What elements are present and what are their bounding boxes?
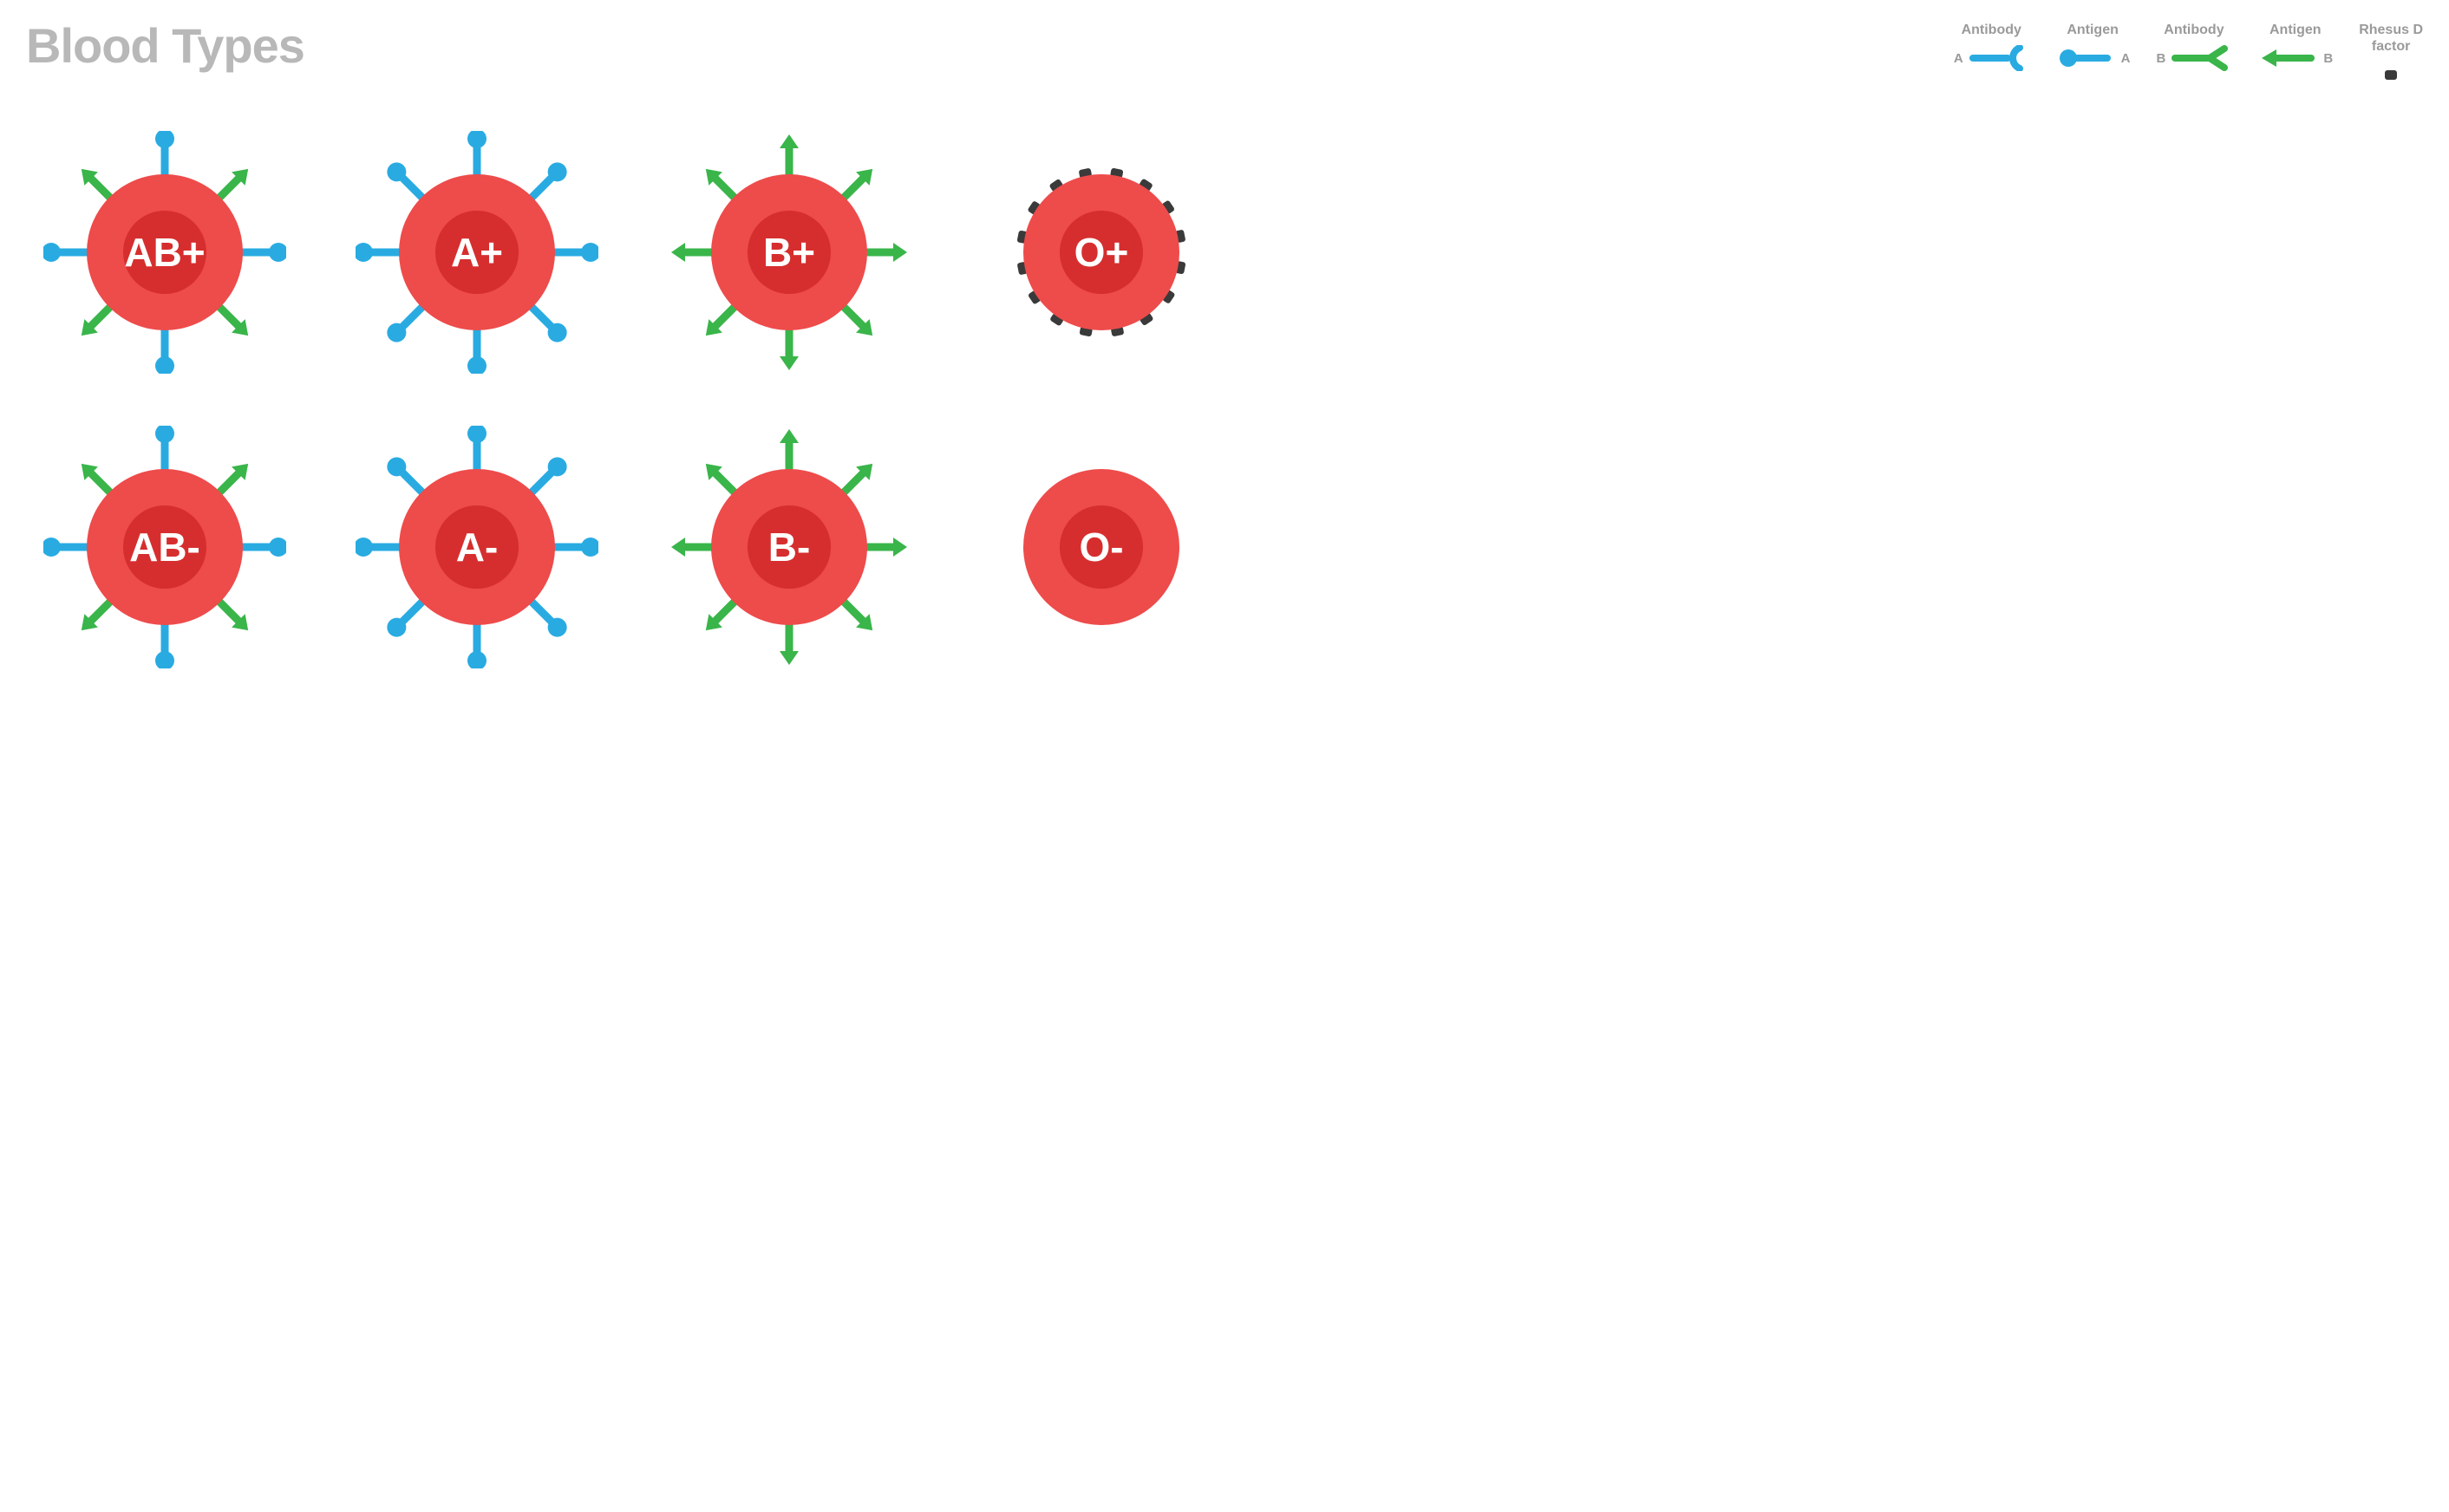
blood-type-label: B+ — [763, 230, 815, 275]
blood-type-label: O- — [1079, 525, 1123, 570]
blood-cell-o_pos: O+ — [980, 131, 1223, 374]
blood-type-ab_neg: AB- — [26, 426, 304, 668]
blood-type-o_neg: O- — [963, 426, 1240, 668]
blood-type-label: AB- — [129, 525, 200, 570]
legend-antibody-a: Antibody A — [1954, 22, 2029, 71]
antibody-b-icon — [2171, 45, 2231, 71]
blood-type-label: A- — [456, 525, 499, 570]
blood-type-a_neg: A- — [338, 426, 616, 668]
blood-type-grid: AB+ A+ B+ O+ AB- A- B- O- — [26, 131, 1240, 668]
blood-type-label: AB+ — [124, 230, 205, 275]
blood-cell-b_pos: B+ — [668, 131, 911, 374]
blood-type-ab_pos: AB+ — [26, 131, 304, 374]
blood-type-label: A+ — [451, 230, 503, 275]
antibody-a-icon — [1969, 45, 2029, 71]
blood-type-label: O+ — [1074, 230, 1129, 275]
blood-cell-ab_pos: AB+ — [43, 131, 286, 374]
blood-type-a_pos: A+ — [338, 131, 616, 374]
legend: Antibody A Antigen A Antibody — [339, 17, 2423, 88]
legend-antigen-a: Antigen A — [2055, 22, 2131, 71]
blood-type-label: B- — [768, 525, 811, 570]
page-title: Blood Types — [26, 17, 304, 74]
rhesus-icon — [2378, 62, 2404, 88]
blood-type-o_pos: O+ — [963, 131, 1240, 374]
legend-antigen-b: Antigen B — [2257, 22, 2333, 71]
blood-cell-a_neg: A- — [356, 426, 598, 668]
legend-rhesus: Rhesus D factor — [2359, 22, 2423, 88]
blood-cell-b_neg: B- — [668, 426, 911, 668]
blood-type-b_neg: B- — [650, 426, 928, 668]
antigen-a-icon — [2055, 45, 2116, 71]
blood-cell-o_neg: O- — [980, 426, 1223, 668]
antigen-b-icon — [2257, 45, 2318, 71]
blood-type-b_pos: B+ — [650, 131, 928, 374]
legend-antibody-b: Antibody B — [2157, 22, 2232, 71]
blood-cell-ab_neg: AB- — [43, 426, 286, 668]
blood-cell-a_pos: A+ — [356, 131, 598, 374]
